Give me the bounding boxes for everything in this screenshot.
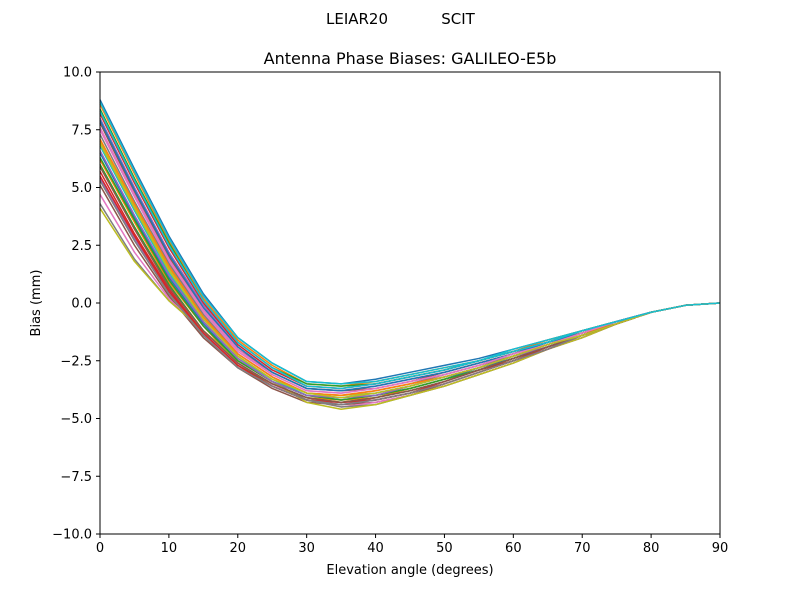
x-tick-label: 30 — [298, 541, 315, 556]
series-line-21 — [99, 120, 721, 392]
series-line-29 — [99, 143, 721, 399]
series-line-22 — [99, 138, 721, 397]
y-tick-label: −7.5 — [60, 470, 92, 485]
x-axis: 0 10 20 30 40 50 60 70 80 90 — [96, 534, 728, 556]
x-tick-label: 60 — [505, 541, 522, 556]
series-line-10 — [99, 145, 721, 399]
chart-title: Antenna Phase Biases: GALILEO-E5b — [264, 49, 557, 68]
x-tick-label: 0 — [96, 541, 104, 556]
y-tick-label: 10.0 — [63, 66, 92, 81]
y-tick-label: 0.0 — [71, 297, 92, 312]
series-line-5 — [99, 117, 721, 392]
series-line-30 — [99, 110, 721, 390]
series-line-3 — [99, 108, 721, 387]
y-tick-label: 2.5 — [71, 239, 92, 254]
x-tick-label: 70 — [574, 541, 591, 556]
series-line-2 — [99, 104, 721, 387]
y-tick-label: −2.5 — [60, 354, 92, 369]
y-tick-label: −5.0 — [60, 412, 92, 427]
x-tick-label: 20 — [230, 541, 247, 556]
x-tick-label: 10 — [161, 541, 178, 556]
series-line-27 — [99, 127, 721, 394]
y-tick-label: 5.0 — [71, 181, 92, 196]
series-layer — [99, 99, 721, 411]
y-tick-label: −10.0 — [52, 528, 92, 543]
x-tick-label: 80 — [643, 541, 660, 556]
series-line-1 — [99, 99, 721, 385]
suptitle-receiver: LEIAR20 — [326, 10, 388, 28]
x-axis-label: Elevation angle (degrees) — [326, 563, 493, 578]
suptitle-station: SCIT — [441, 10, 475, 28]
series-line-7 — [99, 129, 721, 394]
y-axis: −10.0 −7.5 −5.0 −2.5 0.0 2.5 5.0 7.5 10.0 — [52, 66, 100, 543]
y-tick-label: 7.5 — [71, 123, 92, 138]
y-axis-label: Bias (mm) — [29, 270, 44, 337]
series-line-6 — [99, 122, 721, 392]
series-line-9 — [99, 140, 721, 397]
x-tick-label: 90 — [712, 541, 729, 556]
series-line-8 — [99, 134, 721, 397]
series-line-4 — [99, 113, 721, 390]
series-line-25 — [99, 150, 721, 399]
x-tick-label: 40 — [367, 541, 384, 556]
series-line-20 — [99, 101, 721, 385]
x-tick-label: 50 — [436, 541, 453, 556]
